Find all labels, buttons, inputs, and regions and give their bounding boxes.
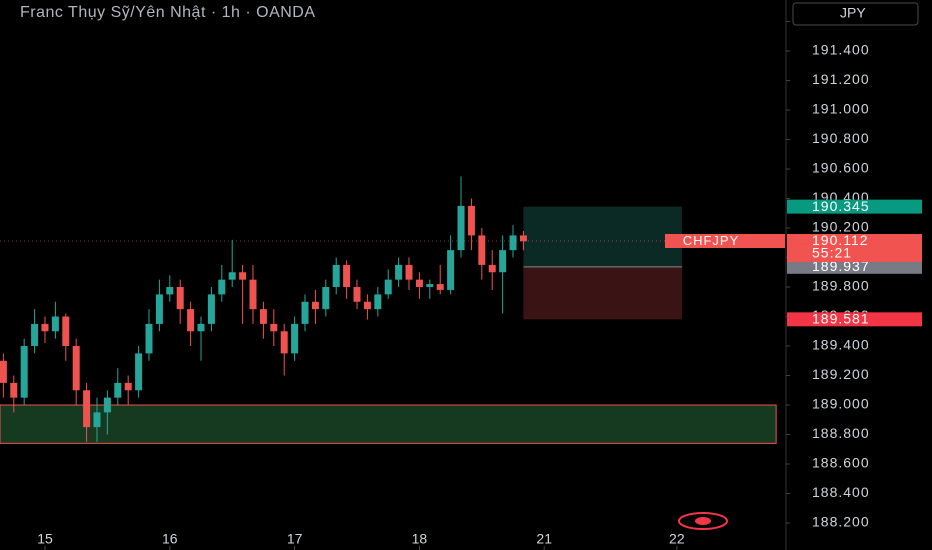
candle-body <box>353 287 361 302</box>
countdown-label: 55:21 <box>812 245 852 261</box>
candle-body <box>197 323 205 332</box>
y-tick-label: 191.000 <box>812 101 870 117</box>
candle-body <box>384 279 392 295</box>
candle-body <box>343 264 351 288</box>
target-area <box>523 206 683 267</box>
y-tick-label: 190.600 <box>812 160 870 176</box>
candle-body <box>20 346 28 398</box>
candle-body <box>93 412 101 428</box>
candle-body <box>0 360 7 383</box>
candle-body <box>124 382 132 391</box>
candle-body <box>155 294 163 324</box>
candle-body <box>259 309 267 324</box>
y-tick-label: 188.200 <box>812 514 870 530</box>
candle-body <box>62 316 70 347</box>
last-price-label: 190.112 <box>812 232 869 248</box>
symbol-label: CHFJPY <box>683 233 740 248</box>
price-tag-label: 190.345 <box>812 198 870 214</box>
record-icon-dot <box>695 517 711 525</box>
y-tick-label: 191.200 <box>812 71 870 87</box>
candle-body <box>467 205 475 236</box>
candle-body <box>457 205 465 251</box>
candle-body <box>415 279 423 288</box>
y-tick-label: 189.200 <box>812 366 870 382</box>
y-tick-label: 188.600 <box>812 455 870 471</box>
candle-body <box>51 316 59 332</box>
price-tag-label: 189.937 <box>812 258 870 274</box>
candle-body <box>135 353 143 391</box>
x-tick-label: 17 <box>287 531 303 547</box>
candle-body <box>207 294 215 324</box>
candle-body <box>270 323 278 332</box>
candle-body <box>166 287 174 295</box>
y-tick-label: 190.200 <box>812 219 870 235</box>
candle-body <box>395 264 403 280</box>
candle-body <box>405 264 413 280</box>
price-tag <box>787 312 922 327</box>
candle-body <box>10 382 18 398</box>
price-tag <box>787 199 922 214</box>
stop-area <box>523 266 683 320</box>
candle-body <box>249 279 257 310</box>
y-tick-label: 189.400 <box>812 337 870 353</box>
candle-body <box>332 264 340 288</box>
y-tick-label: 188.800 <box>812 425 870 441</box>
candle-body <box>436 284 444 290</box>
candle-body <box>228 272 236 280</box>
candle-body <box>176 287 184 310</box>
candle-body <box>291 323 299 354</box>
candle-body <box>187 309 195 332</box>
candle-body <box>83 390 91 428</box>
currency-button[interactable] <box>792 2 919 26</box>
support-zone <box>0 404 777 444</box>
candle-body <box>218 279 226 295</box>
x-tick-label: 16 <box>162 531 178 547</box>
candle-body <box>239 272 247 280</box>
y-tick-label: 189.000 <box>812 396 870 412</box>
candle-body <box>363 301 371 310</box>
x-tick-label: 22 <box>669 531 685 547</box>
y-tick-label: 190.800 <box>812 130 870 146</box>
candle-body <box>488 264 496 273</box>
candle-body <box>280 331 288 354</box>
candle-body <box>499 250 507 273</box>
candle-body <box>31 323 39 347</box>
candle-body <box>447 250 455 290</box>
candle-body <box>322 287 330 310</box>
candle-body <box>426 284 434 288</box>
candle-body <box>114 382 122 398</box>
chart-title: Franc Thụy Sỹ/Yên Nhật · 1h · OANDA <box>20 4 316 21</box>
last-price-tag <box>787 234 922 263</box>
y-tick-label: 191.400 <box>812 42 870 58</box>
candle-body <box>41 323 49 332</box>
candle-body <box>509 235 517 251</box>
candle-body <box>301 301 309 324</box>
candle-body <box>145 323 153 354</box>
price-axis-bg <box>787 0 932 550</box>
candle-body <box>311 301 319 310</box>
y-tick-label: 189.800 <box>812 278 870 294</box>
candle-body <box>72 346 80 391</box>
candle-body <box>103 397 111 413</box>
symbol-tag <box>665 234 785 249</box>
candle-body <box>519 235 527 242</box>
price-tag <box>787 259 922 274</box>
record-icon[interactable] <box>678 512 728 530</box>
candle-body <box>478 235 486 265</box>
currency-label[interactable]: JPY <box>840 5 866 21</box>
candle-body <box>374 294 382 310</box>
y-tick-label: 188.400 <box>812 484 870 500</box>
x-tick-label: 15 <box>37 531 53 547</box>
x-tick-label: 21 <box>536 531 552 547</box>
x-tick-label: 18 <box>412 531 428 547</box>
price-tag-label: 189.581 <box>812 311 870 327</box>
